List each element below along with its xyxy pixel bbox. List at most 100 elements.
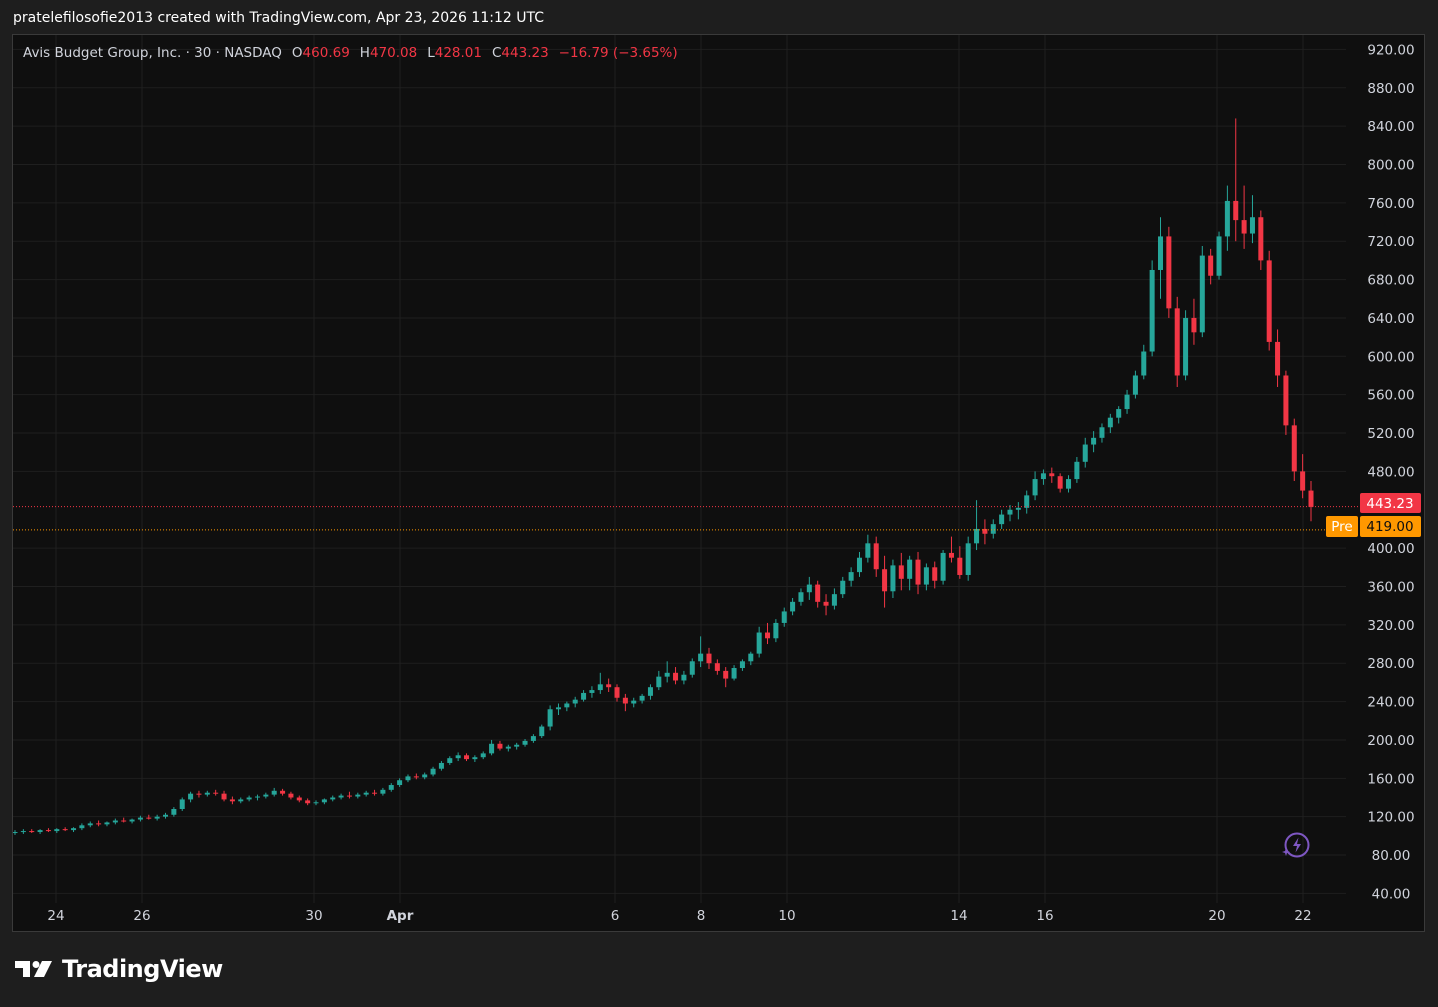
tradingview-logo-text: TradingView xyxy=(62,955,223,983)
candle-down xyxy=(1283,375,1289,426)
y-axis[interactable]: 920.00 880.00 840.00 800.00 760.00 720.00 680.… xyxy=(1367,42,1414,902)
candle-down xyxy=(280,790,286,794)
candle-down xyxy=(62,829,68,831)
candle-down xyxy=(1258,217,1264,261)
candle-up xyxy=(87,823,93,826)
attribution-text: pratelefilosofie2013 created with Tradin… xyxy=(13,10,544,26)
candle-up xyxy=(405,776,411,781)
candle-up xyxy=(1224,200,1230,237)
candle-up xyxy=(71,828,77,831)
high-value: 470.08 xyxy=(369,45,418,61)
candle-down xyxy=(1057,476,1063,489)
y-tick-label: 480.00 xyxy=(1367,464,1414,480)
candle-up xyxy=(179,799,185,810)
candle-down xyxy=(957,557,963,575)
candle-up xyxy=(1157,236,1164,270)
y-tick-label: 520.00 xyxy=(1367,426,1414,442)
candle-up xyxy=(313,802,319,804)
x-tick-label: 22 xyxy=(1294,908,1311,924)
candle-down xyxy=(1241,220,1247,234)
candle-up xyxy=(1141,351,1147,376)
candle-down xyxy=(1166,236,1172,309)
candle-up xyxy=(137,817,143,820)
tradingview-logo-icon xyxy=(15,961,52,977)
candle-up xyxy=(756,632,762,654)
candle-up xyxy=(263,794,269,797)
candle-up xyxy=(438,762,444,769)
last-price-tag xyxy=(1360,493,1421,513)
candle-up xyxy=(798,592,804,602)
x-tick-label: 6 xyxy=(611,908,620,924)
candle-up xyxy=(865,543,871,558)
candle-up xyxy=(564,703,570,708)
x-tick-label: 20 xyxy=(1208,908,1225,924)
price-tags: 443.23 Pre 419.00 xyxy=(1326,493,1421,537)
candle-up xyxy=(1183,317,1189,376)
premarket-price-label: 419.00 xyxy=(1366,519,1413,535)
candle-up xyxy=(965,543,971,575)
x-axis[interactable]: 24 26 30 Apr 6 8 10 14 16 20 22 xyxy=(47,908,1311,924)
candle-up xyxy=(522,740,528,745)
x-tick-label: 26 xyxy=(133,908,150,924)
open-value: 460.69 xyxy=(302,45,350,61)
candle-up xyxy=(388,785,394,790)
price-lines xyxy=(13,506,1359,531)
candle-down xyxy=(1300,471,1306,491)
candle-up xyxy=(162,814,169,817)
candle-up xyxy=(1032,479,1038,496)
y-tick-label: 800.00 xyxy=(1367,157,1414,173)
low-label: L xyxy=(427,45,435,61)
chart-pane[interactable]: 920.00 880.00 840.00 800.00 760.00 720.00 680.… xyxy=(12,34,1425,932)
candle-down xyxy=(29,831,35,833)
candle-down xyxy=(346,795,352,797)
x-tick-label: 14 xyxy=(950,908,967,924)
candle-up xyxy=(739,661,745,669)
candle-down xyxy=(1291,425,1297,472)
candle-down xyxy=(948,552,954,558)
candle-up xyxy=(79,825,85,829)
candle-down xyxy=(221,793,227,800)
candle-up xyxy=(430,768,436,775)
candle-up xyxy=(1091,437,1097,445)
candle-up xyxy=(37,830,43,833)
price-chart[interactable]: 920.00880.00840.00800.00760.00720.00680.… xyxy=(13,35,1424,931)
candle-up xyxy=(773,622,779,639)
candle-up xyxy=(154,816,160,819)
change-value: −16.79 (−3.65%) xyxy=(558,45,678,61)
candle-down xyxy=(815,584,821,602)
candle-up xyxy=(397,780,403,786)
candle-up xyxy=(363,792,369,795)
candle-up xyxy=(1124,394,1130,410)
candle-up xyxy=(656,676,662,688)
candle-up xyxy=(330,797,336,800)
y-tick-label: 120.00 xyxy=(1367,810,1414,826)
candle-down xyxy=(288,793,294,798)
candle-down xyxy=(723,670,729,679)
candle-down xyxy=(196,793,202,795)
candle-up xyxy=(422,774,428,778)
lightning-bolt-icon[interactable] xyxy=(1280,830,1310,860)
symbol-title[interactable]: Avis Budget Group, Inc. · 30 · NASDAQ xyxy=(23,45,282,61)
candle-up xyxy=(999,514,1005,525)
candle-down xyxy=(497,743,503,749)
premarket-price-tag xyxy=(1360,516,1421,537)
candle-up xyxy=(547,709,553,727)
candle-down xyxy=(932,567,938,581)
candle-up xyxy=(840,580,846,595)
candle-up xyxy=(355,794,361,797)
candle-up xyxy=(664,672,670,677)
candle-down xyxy=(229,799,235,802)
candle-up xyxy=(13,832,18,834)
candle-up xyxy=(472,757,478,760)
candle-up xyxy=(597,684,603,691)
candle-down xyxy=(413,776,419,778)
tradingview-logo[interactable]: TradingView xyxy=(15,955,223,983)
x-tick-label: 30 xyxy=(305,908,322,924)
candle-up xyxy=(1216,236,1222,276)
y-tick-label: 760.00 xyxy=(1367,196,1414,212)
candle-up xyxy=(731,668,737,679)
candle-up xyxy=(923,567,929,585)
candle-up xyxy=(890,565,896,592)
y-tick-label: 240.00 xyxy=(1367,695,1414,711)
